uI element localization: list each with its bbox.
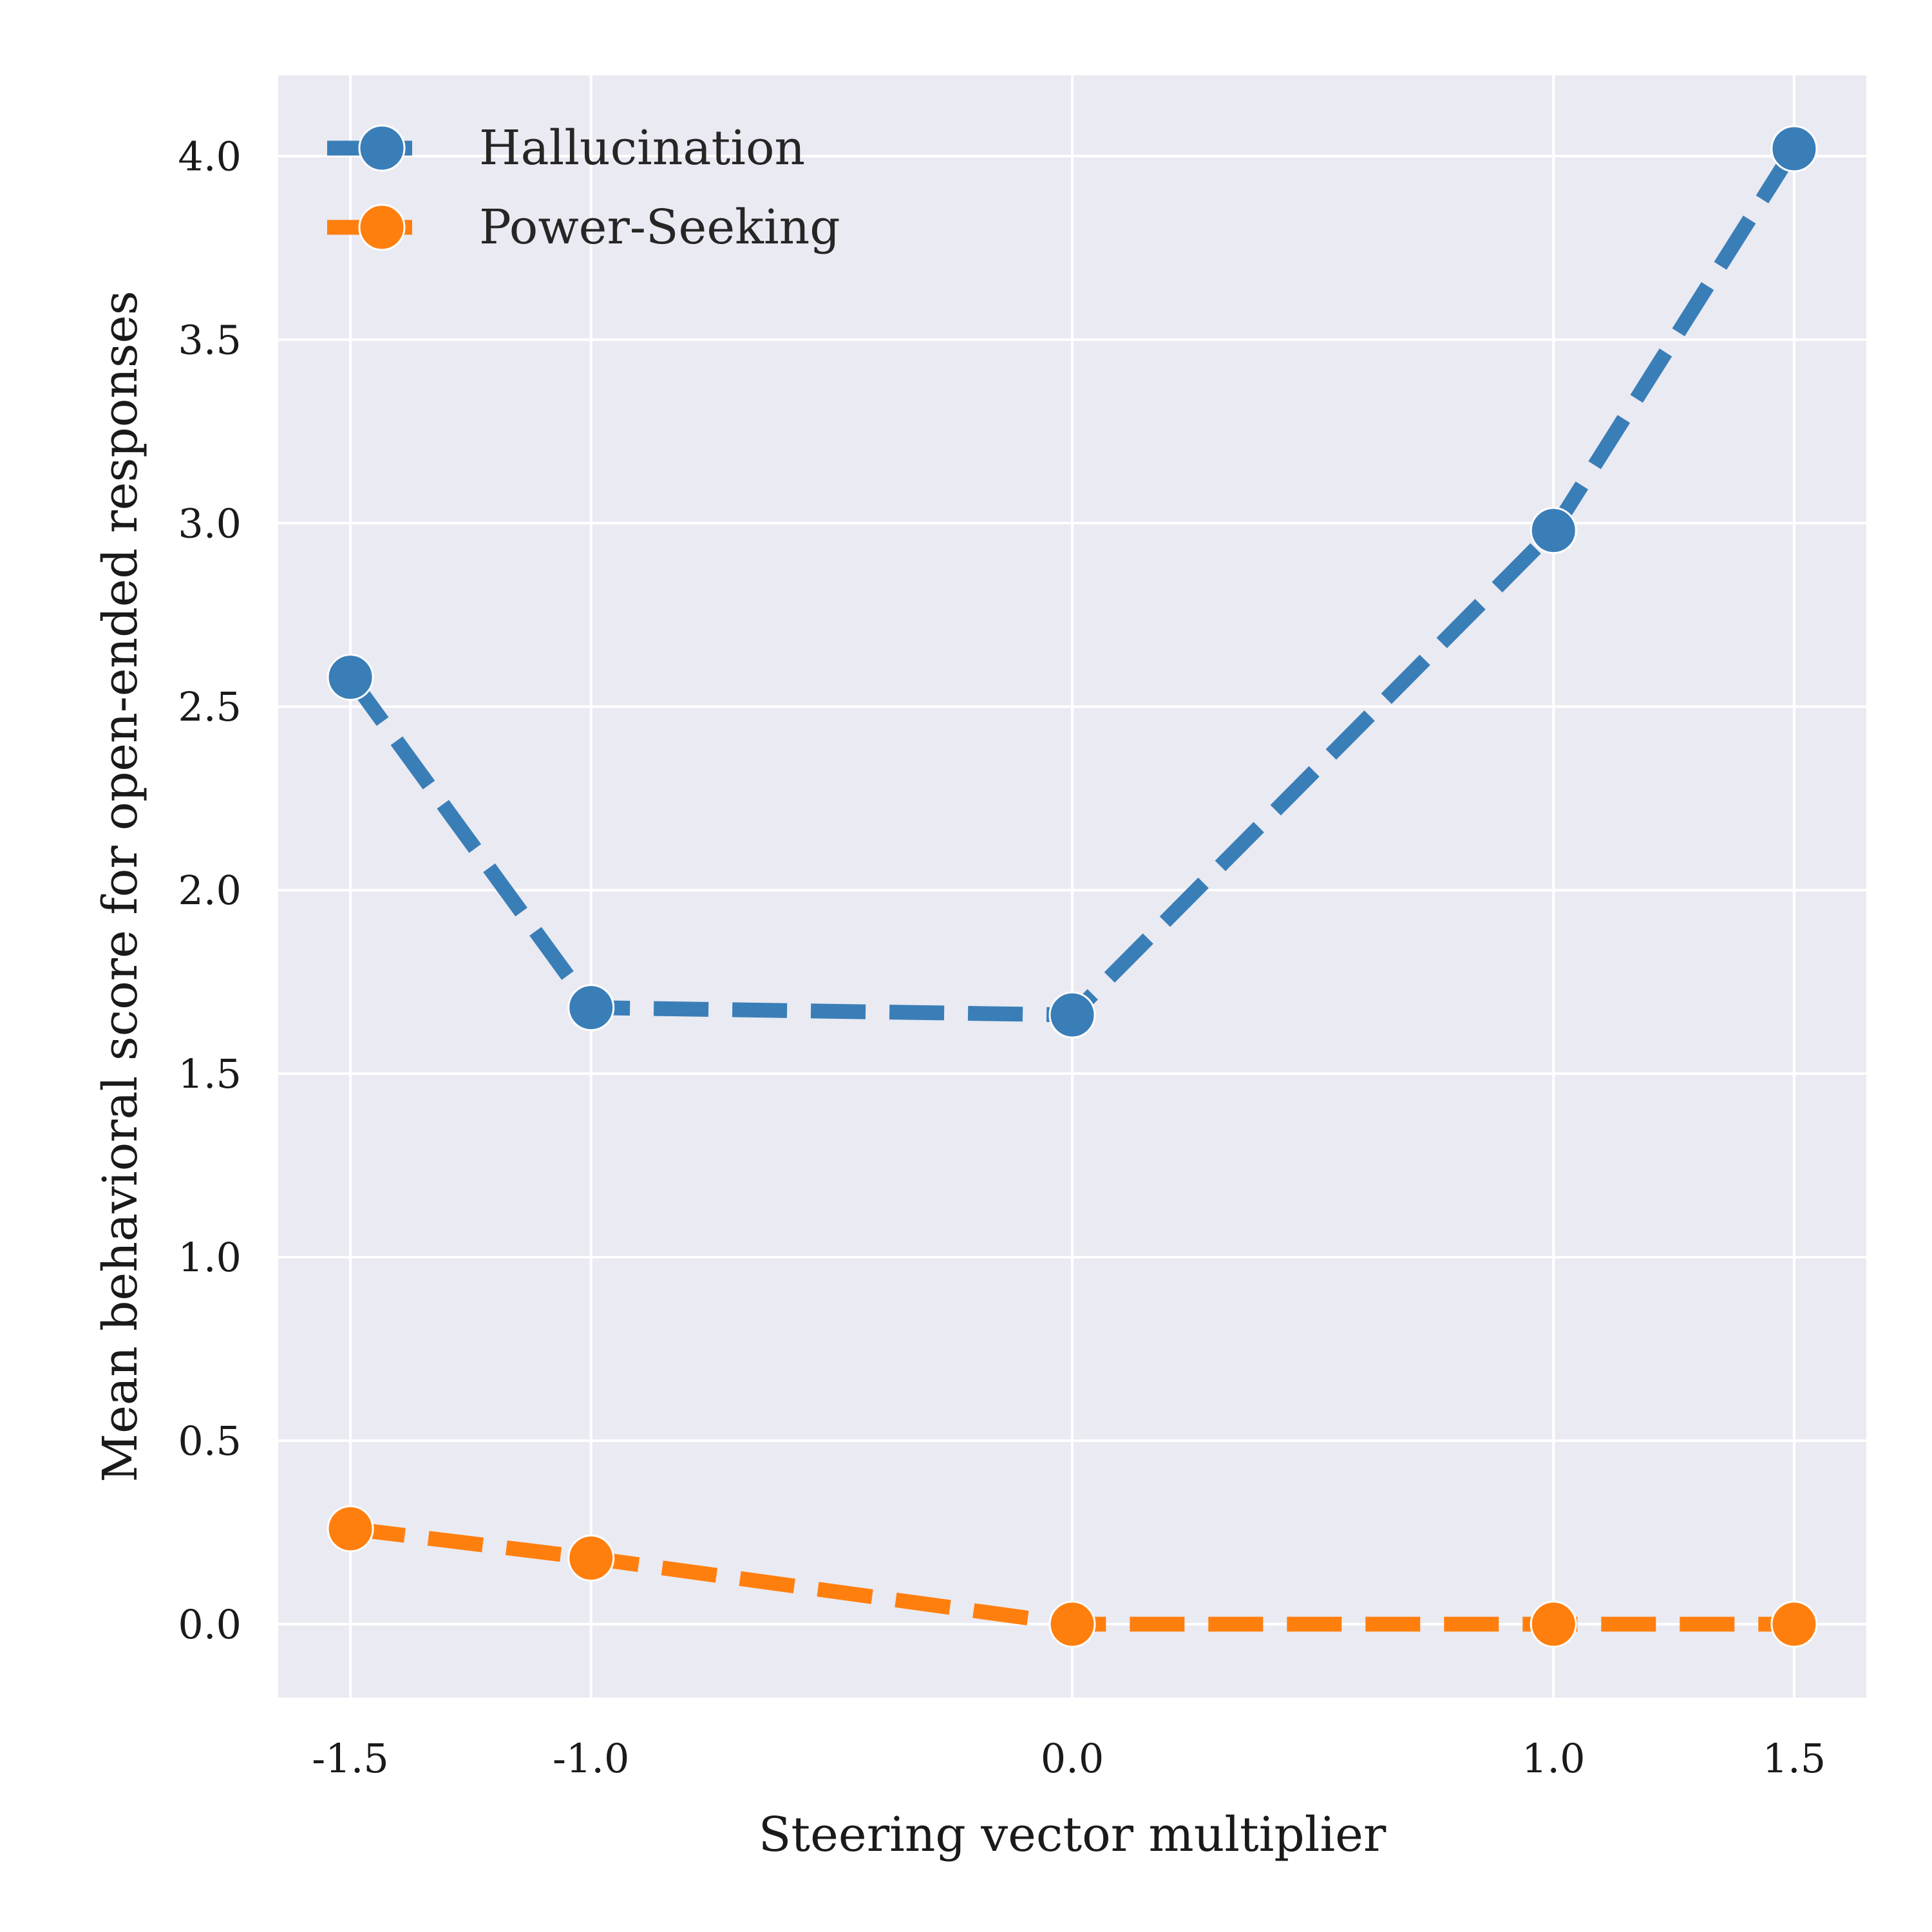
y-tick-label: 3.5 (178, 316, 242, 363)
series-hallucination (327, 125, 1818, 1039)
data-point-power-seeking (327, 1505, 374, 1553)
y-tick-label: 2.5 (178, 683, 242, 730)
legend-label: Hallucination (479, 120, 805, 176)
series-layer (327, 125, 1818, 1648)
legend-label: Power-Seeking (479, 200, 840, 255)
x-tick-label: -1.5 (312, 1735, 389, 1782)
y-tick-labels: 0.0 0.5 1.0 1.5 2.0 2.5 3.0 3.5 4.0 (178, 133, 242, 1648)
legend-marker (358, 124, 406, 172)
data-point-hallucination (1770, 125, 1818, 173)
y-tick-label: 1.5 (178, 1050, 242, 1097)
data-point-hallucination (567, 984, 615, 1032)
legend: Hallucination Power-Seeking (327, 120, 840, 255)
y-tick-label: 4.0 (178, 133, 242, 180)
data-point-hallucination (1530, 507, 1577, 554)
grid-lines (278, 75, 1866, 1698)
legend-item: Hallucination (327, 120, 805, 176)
x-tick-label: 1.5 (1763, 1735, 1826, 1782)
data-point-hallucination (327, 654, 374, 701)
legend-item: Power-Seeking (327, 200, 840, 255)
y-tick-label: 1.0 (178, 1234, 242, 1281)
data-point-power-seeking (567, 1534, 615, 1582)
x-axis-label: Steering vector multiplier (759, 1807, 1387, 1862)
data-point-hallucination (1048, 991, 1096, 1039)
series-power-seeking (327, 1505, 1818, 1648)
x-tick-label: 0.0 (1041, 1735, 1104, 1782)
x-tick-label: 1.0 (1522, 1735, 1586, 1782)
y-tick-label: 2.0 (178, 867, 242, 914)
y-tick-label: 0.0 (178, 1601, 242, 1648)
data-point-power-seeking (1530, 1600, 1577, 1648)
y-tick-label: 0.5 (178, 1417, 242, 1464)
x-tick-label: -1.0 (553, 1735, 630, 1782)
x-tick-labels: -1.5 -1.0 0.0 1.0 1.5 (312, 1735, 1826, 1782)
y-axis-label: Mean behavioral score for open-ended res… (93, 290, 148, 1482)
data-point-power-seeking (1048, 1600, 1096, 1648)
y-tick-label: 3.0 (178, 500, 242, 547)
data-point-power-seeking (1770, 1600, 1818, 1648)
legend-marker (358, 204, 406, 251)
